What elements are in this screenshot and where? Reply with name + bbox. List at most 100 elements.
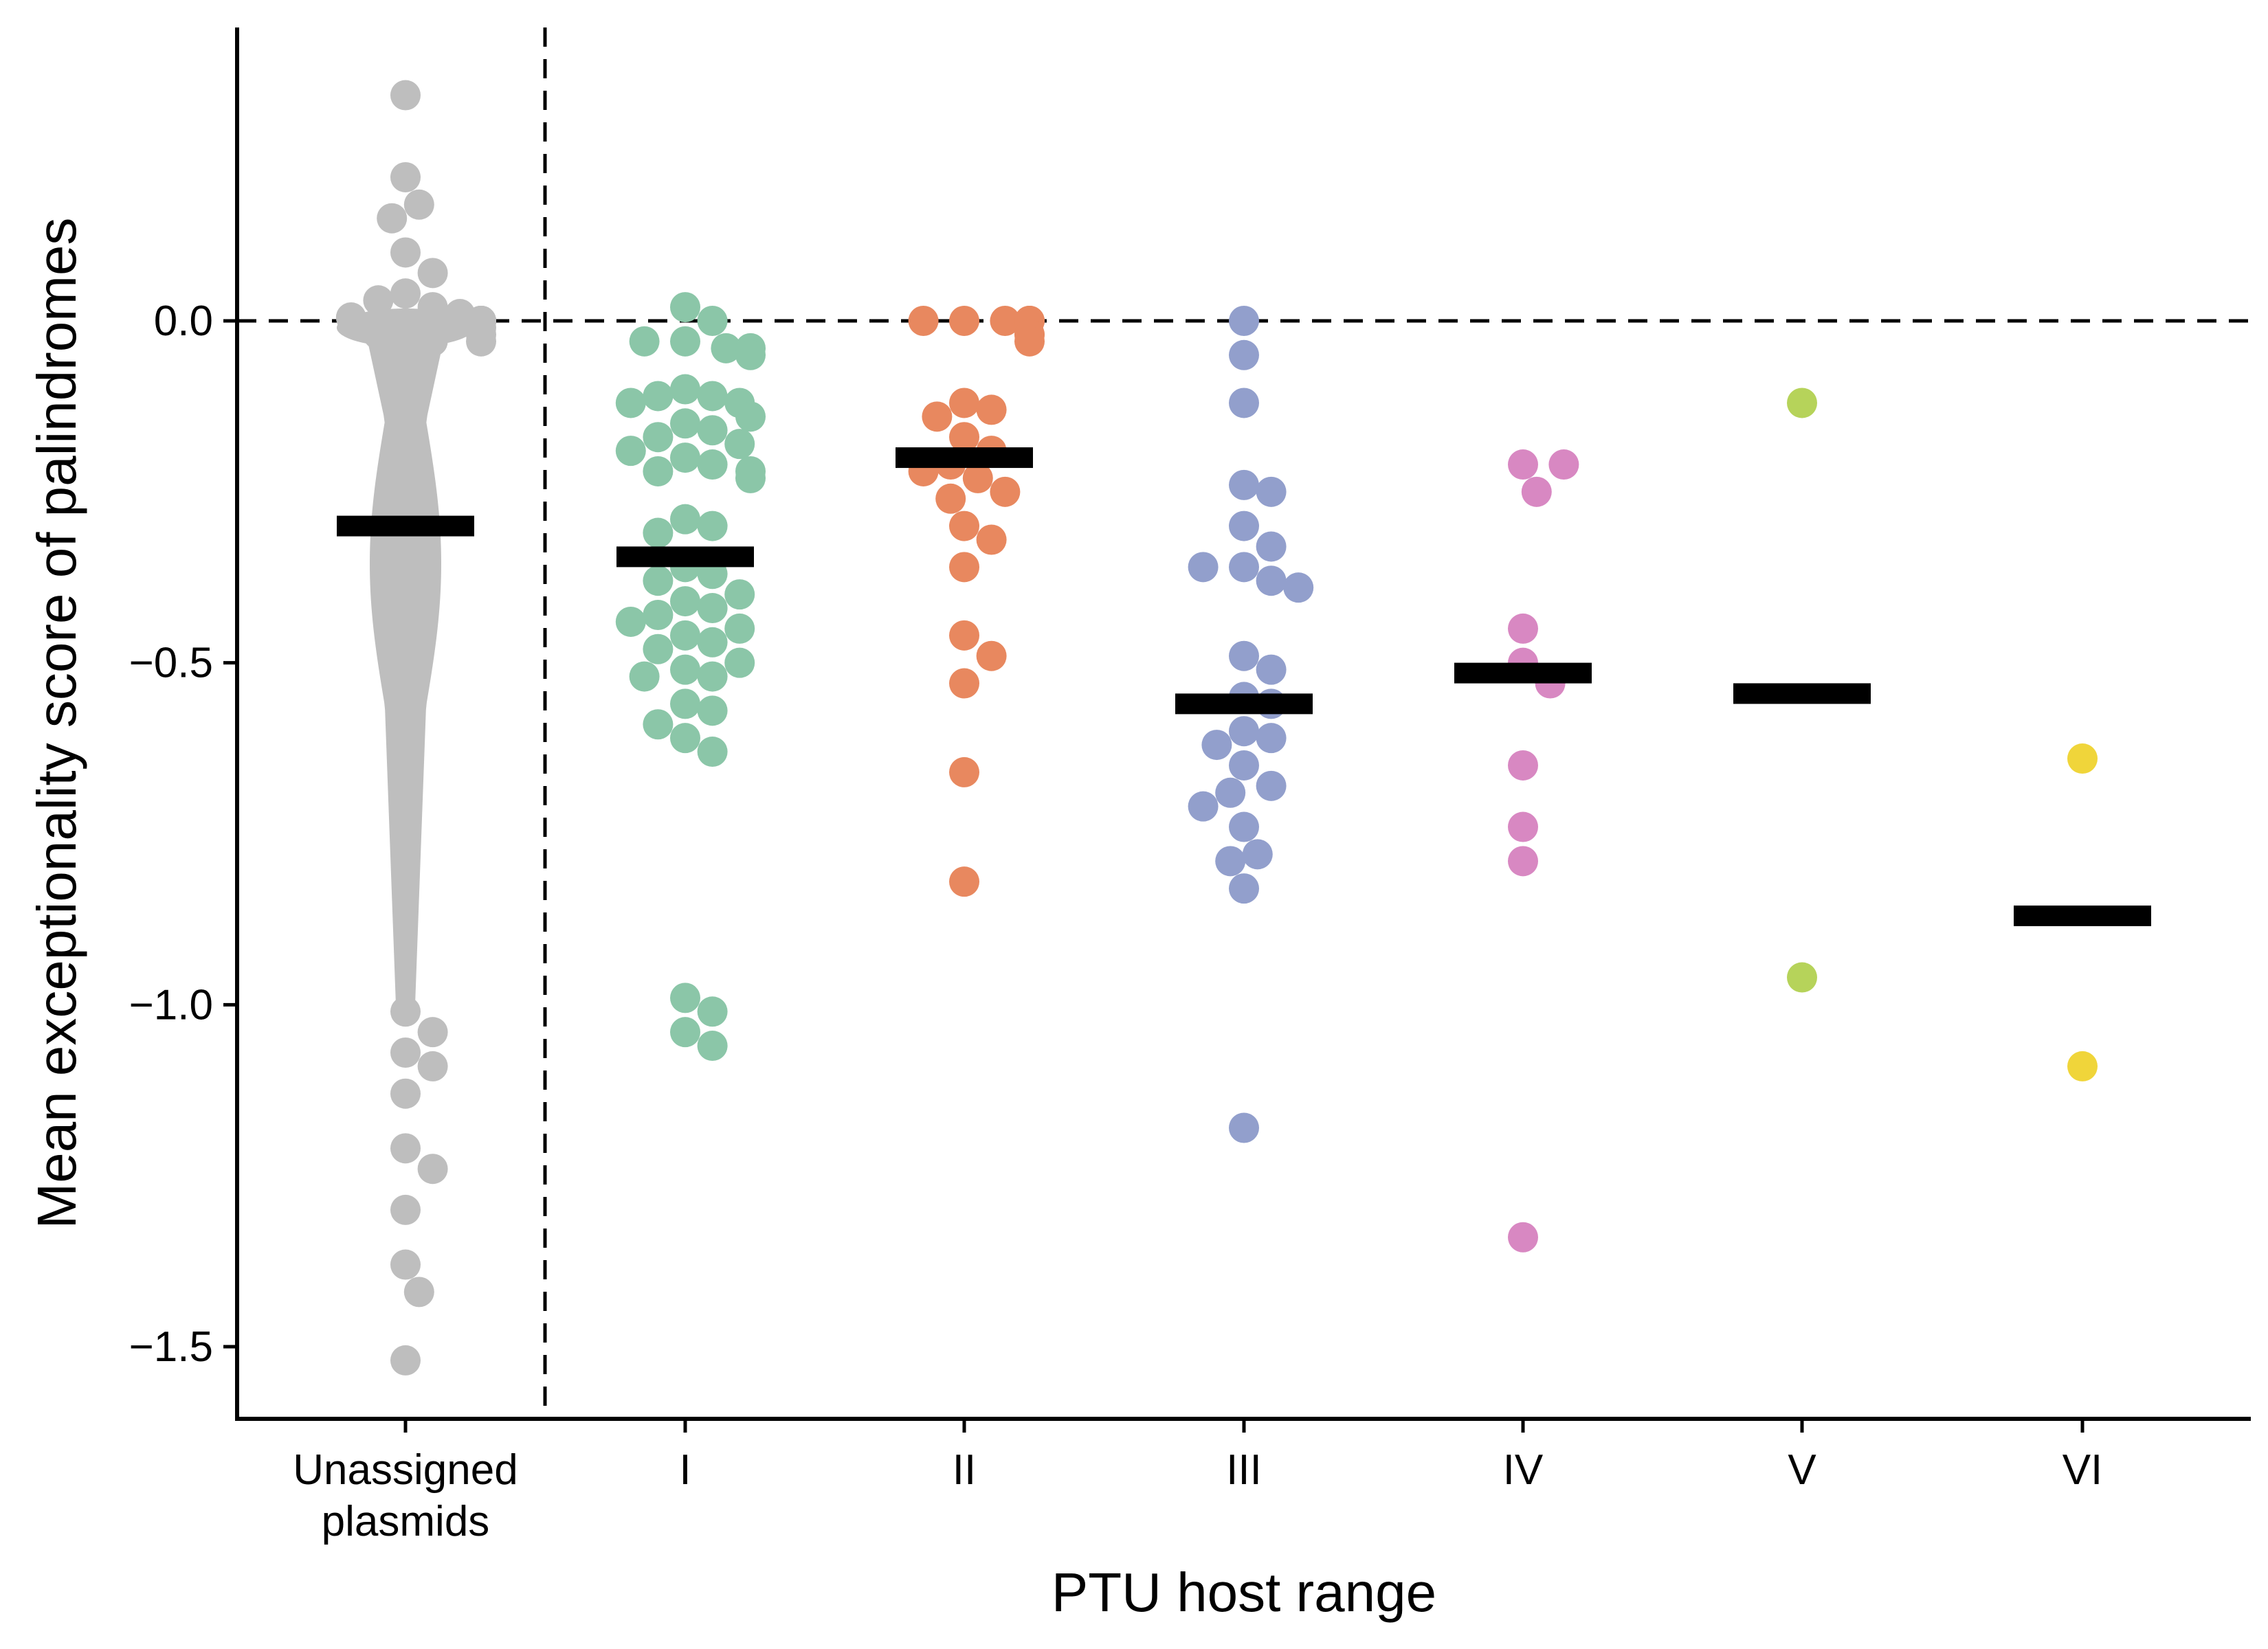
data-point bbox=[990, 476, 1021, 507]
data-point bbox=[390, 80, 421, 111]
data-point bbox=[1188, 552, 1219, 583]
data-point bbox=[697, 661, 728, 692]
data-point bbox=[417, 1154, 448, 1185]
data-point bbox=[2067, 743, 2098, 774]
data-point bbox=[1548, 449, 1579, 480]
data-point bbox=[390, 237, 421, 268]
data-point bbox=[390, 312, 421, 343]
data-point bbox=[390, 278, 421, 309]
mean-bars bbox=[337, 447, 2151, 926]
data-point bbox=[390, 1078, 421, 1109]
data-point bbox=[390, 1194, 421, 1225]
data-point bbox=[1188, 791, 1219, 822]
data-point bbox=[735, 401, 766, 432]
mean-bar-V bbox=[1733, 683, 1871, 704]
data-point bbox=[670, 983, 700, 1013]
data-point bbox=[390, 996, 421, 1027]
data-point bbox=[629, 661, 660, 692]
data-point bbox=[417, 292, 448, 323]
x-tick-label: II bbox=[953, 1446, 976, 1494]
data-point bbox=[697, 1031, 728, 1062]
data-point bbox=[670, 620, 700, 651]
series-II bbox=[908, 306, 1045, 897]
data-point bbox=[643, 565, 674, 596]
data-point bbox=[697, 449, 728, 480]
data-point bbox=[697, 627, 728, 658]
data-point bbox=[670, 723, 700, 754]
data-point bbox=[377, 203, 408, 234]
data-point bbox=[697, 306, 728, 336]
data-point bbox=[1256, 531, 1287, 562]
data-point bbox=[615, 606, 646, 637]
data-point bbox=[962, 462, 993, 493]
data-point bbox=[1508, 811, 1538, 842]
data-point bbox=[670, 374, 700, 405]
data-point bbox=[417, 258, 448, 289]
data-point bbox=[1787, 388, 1817, 418]
series-III bbox=[1188, 306, 1314, 1143]
data-point bbox=[403, 1277, 434, 1308]
data-point bbox=[363, 285, 394, 316]
data-point bbox=[670, 408, 700, 439]
data-point bbox=[643, 456, 674, 486]
data-point bbox=[735, 339, 766, 370]
mean-bar-III bbox=[1175, 693, 1313, 715]
x-tick-label: V bbox=[1788, 1446, 1816, 1494]
y-axis-ticks: 0.0 −0.5 −1.0 −1.5 bbox=[129, 298, 237, 1371]
data-point bbox=[990, 306, 1021, 336]
series-I bbox=[615, 292, 766, 1062]
data-point bbox=[1508, 846, 1538, 877]
data-point bbox=[711, 333, 742, 363]
data-point bbox=[1229, 640, 1259, 671]
data-point bbox=[1256, 654, 1287, 685]
data-point bbox=[643, 422, 674, 453]
y-tick-label: −1.0 bbox=[129, 981, 213, 1029]
data-point bbox=[670, 586, 700, 617]
data-point bbox=[949, 306, 979, 336]
data-point bbox=[1787, 962, 1817, 993]
data-point bbox=[643, 517, 674, 548]
data-point bbox=[390, 1345, 421, 1376]
data-point bbox=[1508, 449, 1538, 480]
data-point bbox=[1229, 750, 1259, 781]
data-point bbox=[1229, 716, 1259, 747]
data-point bbox=[949, 388, 979, 418]
mean-bar-unassigned bbox=[337, 515, 474, 537]
data-point bbox=[629, 326, 660, 357]
data-point bbox=[724, 647, 755, 678]
y-tick-label: 0.0 bbox=[154, 298, 213, 345]
x-tick-label: plasmids bbox=[322, 1498, 490, 1545]
mean-bar-VI bbox=[2014, 905, 2151, 926]
data-point bbox=[1508, 750, 1538, 781]
data-point bbox=[976, 524, 1007, 555]
data-point bbox=[670, 654, 700, 685]
data-point bbox=[724, 429, 755, 460]
mean-bar-II bbox=[896, 447, 1033, 469]
series-IV bbox=[1508, 449, 1579, 1253]
data-point bbox=[1229, 469, 1259, 500]
x-axis-title: PTU host range bbox=[1052, 1562, 1436, 1623]
series-unassigned bbox=[335, 80, 496, 1376]
data-point bbox=[949, 668, 979, 699]
data-point bbox=[670, 292, 700, 323]
data-point bbox=[908, 306, 939, 336]
data-point bbox=[1256, 770, 1287, 801]
data-point bbox=[1283, 572, 1314, 603]
data-point bbox=[615, 436, 646, 467]
data-point bbox=[643, 633, 674, 664]
data-point bbox=[670, 442, 700, 473]
data-points bbox=[335, 80, 2098, 1376]
data-point bbox=[1256, 723, 1287, 754]
data-point bbox=[1229, 873, 1259, 904]
data-point bbox=[1229, 1112, 1259, 1143]
data-point bbox=[949, 552, 979, 583]
data-point bbox=[949, 756, 979, 787]
data-point bbox=[724, 613, 755, 644]
data-point bbox=[390, 161, 421, 192]
data-point bbox=[1229, 511, 1259, 541]
data-point bbox=[697, 511, 728, 541]
x-tick-label: VI bbox=[2063, 1446, 2103, 1494]
data-point bbox=[643, 599, 674, 630]
data-point bbox=[2067, 1051, 2098, 1081]
